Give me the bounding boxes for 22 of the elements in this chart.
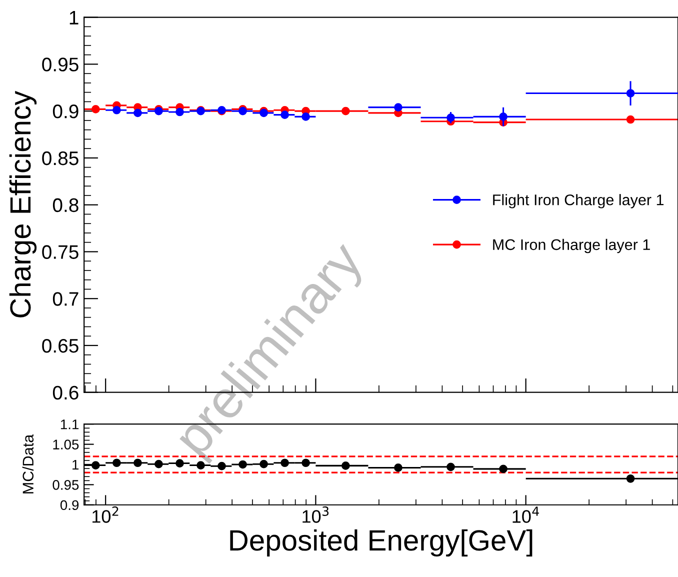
y-tick-label: 0.75: [42, 245, 78, 259]
y-tick-label: 0.65: [42, 338, 78, 353]
y-tick-label: 0.9: [52, 104, 78, 118]
y-tick-label: 1.1: [60, 420, 79, 430]
y-tick-label: 1.05: [53, 440, 79, 450]
legend-label: Flight Iron Charge layer 1: [493, 194, 664, 208]
y-tick-label: 0.95: [42, 58, 78, 72]
y-tick-label: 1: [70, 10, 78, 24]
x-tick-label: 10$^{2}$: [92, 506, 118, 523]
y-axis-title: MC/Data: [22, 434, 34, 494]
y-tick-label: 0.85: [42, 151, 78, 166]
y-tick-label: 0.7: [52, 292, 78, 306]
y-axis-title: Charge Efficiency: [9, 90, 37, 318]
y-tick-label: 1: [72, 460, 79, 470]
x-axis-title: Deposited Energy[GeV]: [230, 529, 532, 557]
y-tick-label: 0.6: [52, 386, 78, 400]
legend-label: MC Iron Charge layer 1: [493, 238, 650, 254]
y-tick-label: 0.9: [60, 500, 79, 510]
x-tick-label: 10$^{3}$: [302, 506, 329, 523]
y-tick-label: 0.8: [52, 198, 78, 212]
x-tick-label: 10$^{4}$: [512, 506, 539, 523]
y-tick-label: 0.95: [52, 480, 79, 490]
